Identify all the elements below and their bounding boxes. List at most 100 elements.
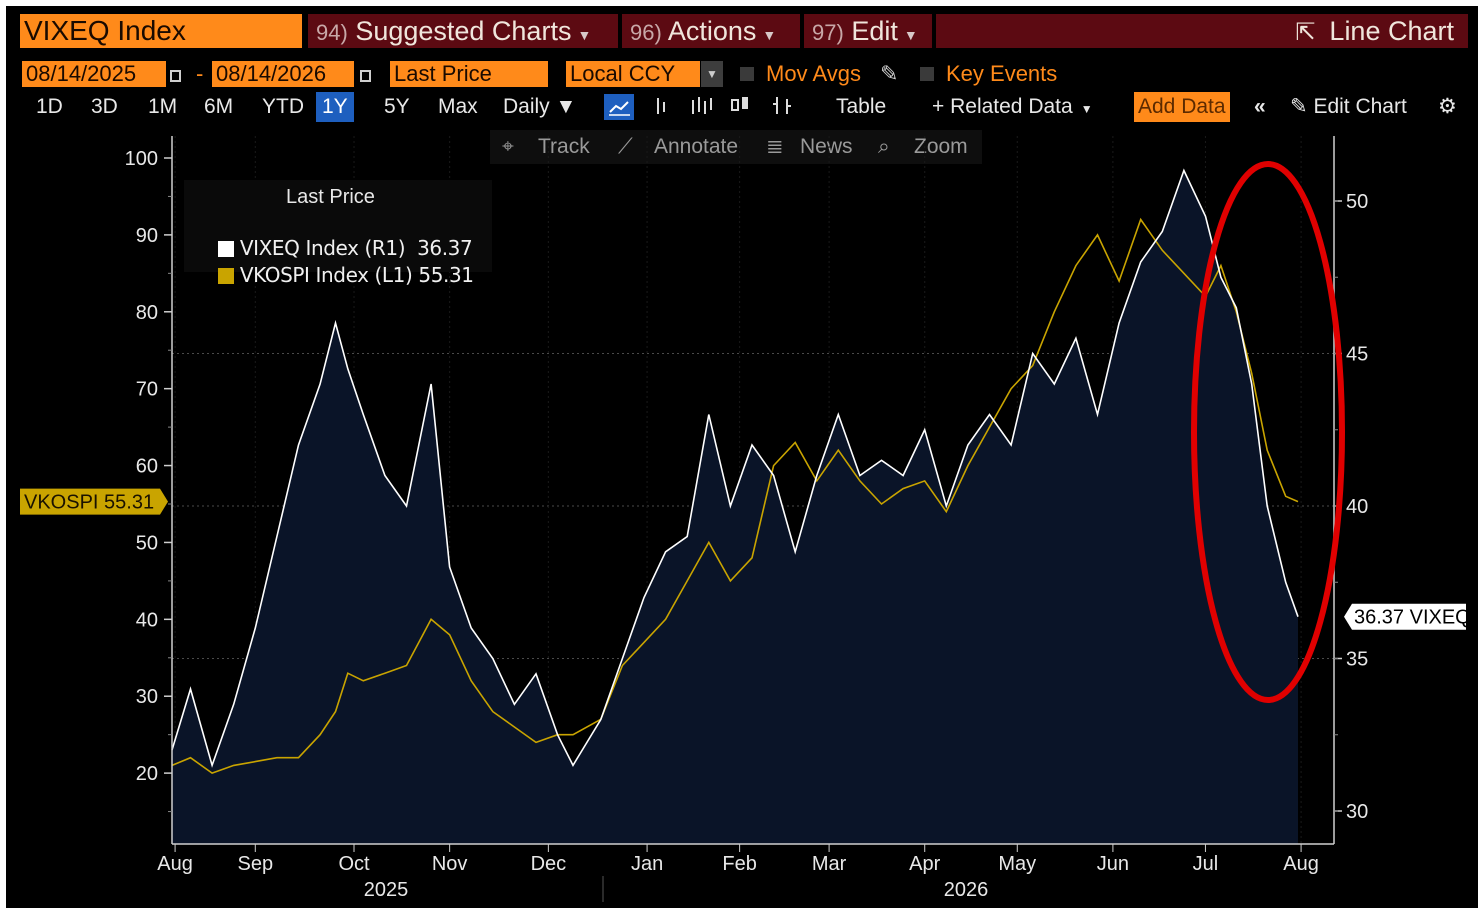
x-tick-label: Dec bbox=[531, 853, 567, 875]
chart-type-button[interactable]: ⇱ Line Chart bbox=[936, 14, 1468, 48]
x-tick-label: Oct bbox=[338, 853, 370, 875]
top-menu-bar: VIXEQ Index 94) Suggested Charts ▼ 96) Ac… bbox=[6, 14, 1478, 50]
candlestick-icon[interactable] bbox=[728, 92, 754, 122]
related-data-button[interactable]: + Related Data ▼ bbox=[932, 92, 1093, 122]
legend-last-value: 55.31 bbox=[418, 263, 474, 287]
period-1y-selected[interactable]: 1Y bbox=[316, 92, 354, 122]
currency-dropdown-icon[interactable]: ▼ bbox=[701, 61, 723, 87]
zoom-tool[interactable]: Zoom bbox=[914, 135, 968, 158]
mov-avgs-checkbox[interactable] bbox=[740, 67, 754, 81]
year-label: 2026 bbox=[944, 879, 989, 901]
menu-number: 96) bbox=[630, 20, 662, 45]
annotate-icon: ⟋ bbox=[618, 135, 633, 158]
x-tick-label: Feb bbox=[722, 853, 756, 875]
period-6m[interactable]: 6M bbox=[204, 95, 234, 118]
pencil-icon: ✎ bbox=[1290, 95, 1314, 118]
calendar-icon[interactable] bbox=[168, 67, 181, 85]
x-tick-label: Nov bbox=[432, 853, 468, 875]
right-y-axis: 30 35 40 45 50 bbox=[1334, 191, 1368, 823]
news-tool[interactable]: News bbox=[800, 135, 853, 158]
legend-swatch-vixeq bbox=[217, 241, 234, 257]
zoom-icon: ⌕ bbox=[878, 135, 890, 158]
legend-axis-tag: (R1) bbox=[364, 236, 406, 260]
period-max[interactable]: Max bbox=[438, 95, 478, 118]
actions-menu[interactable]: 96) Actions ▼ bbox=[622, 14, 800, 48]
left-y-axis: 20 30 40 50 60 70 80 90 100 bbox=[125, 148, 172, 813]
edit-chart-label: Edit Chart bbox=[1313, 95, 1407, 118]
legend-last-value: 36.37 bbox=[417, 236, 473, 260]
legend-item-vixeq[interactable]: VIXEQ Index (R1) 36.37 bbox=[194, 212, 473, 284]
x-tick-label: Mar bbox=[812, 853, 847, 875]
left-tick-label: 50 bbox=[136, 532, 158, 554]
menu-label: Actions bbox=[667, 16, 757, 46]
price-chart[interactable]: Aug Sep Oct Nov Dec Jan Feb Mar Apr May Jun Jul Aug 2… bbox=[6, 6, 1478, 908]
highlight-circle bbox=[1191, 161, 1345, 703]
currency-select[interactable]: Local CCY bbox=[566, 61, 700, 87]
key-events-label[interactable]: Key Events bbox=[946, 61, 1058, 86]
x-tick-label: May bbox=[998, 853, 1036, 875]
x-tick-label: Jan bbox=[631, 853, 663, 875]
legend-item-vkospi[interactable]: VKOSPI Index (L1) 55.31 bbox=[194, 239, 474, 311]
left-tick-label: 60 bbox=[136, 456, 158, 478]
chart-type-label: Line Chart bbox=[1329, 16, 1454, 46]
tools-background bbox=[490, 130, 982, 164]
pencil-icon[interactable]: ✎ bbox=[880, 61, 899, 86]
left-tick-label: 100 bbox=[125, 148, 158, 170]
popout-icon: ⇱ bbox=[1295, 19, 1316, 46]
gear-icon[interactable]: ⚙ bbox=[1438, 95, 1457, 118]
period-3d[interactable]: 3D bbox=[91, 95, 118, 118]
bar-chart-icon[interactable] bbox=[652, 92, 672, 122]
hlc-chart-icon[interactable] bbox=[770, 92, 796, 122]
menu-number: 97) bbox=[812, 20, 844, 45]
left-tick-label: 70 bbox=[136, 379, 158, 401]
legend-box bbox=[184, 180, 492, 272]
track-tool[interactable]: Track bbox=[538, 135, 590, 158]
right-tick-label: 40 bbox=[1346, 496, 1368, 518]
right-tick-label: 45 bbox=[1346, 344, 1368, 366]
legend-title: Last Price bbox=[286, 186, 375, 208]
collapse-icon[interactable]: « bbox=[1254, 95, 1266, 118]
ticker-field[interactable]: VIXEQ Index bbox=[20, 14, 302, 48]
value-tags: VKOSPI 55.31 36.37 VIXEQ bbox=[20, 488, 1471, 630]
start-date-input[interactable]: 08/14/2025 bbox=[22, 61, 166, 87]
mov-avgs-label[interactable]: Mov Avgs bbox=[766, 61, 861, 86]
right-tick-label: 30 bbox=[1346, 801, 1368, 823]
bloomberg-chart-window: VIXEQ Index 94) Suggested Charts ▼ 96) Ac… bbox=[6, 6, 1478, 908]
line-chart-icon[interactable] bbox=[604, 94, 634, 120]
x-tick-label: Jul bbox=[1193, 853, 1219, 875]
caret-down-icon: ▼ bbox=[762, 27, 777, 43]
key-events-checkbox[interactable] bbox=[920, 67, 934, 81]
line-chart-icon-svg bbox=[609, 101, 630, 116]
menu-label: Edit bbox=[851, 16, 898, 46]
vixeq-line bbox=[171, 168, 1299, 768]
ohlc-chart-icon[interactable] bbox=[688, 92, 714, 122]
field-select[interactable]: Last Price bbox=[390, 61, 548, 87]
add-data-button[interactable]: Add Data bbox=[1134, 92, 1230, 122]
annotate-tool[interactable]: Annotate bbox=[654, 135, 739, 158]
related-data-label: + Related Data bbox=[932, 95, 1073, 118]
frequency-select[interactable]: Daily ▼ bbox=[503, 95, 577, 118]
x-axis: Aug Sep Oct Nov Dec Jan Feb Mar Apr May Jun Jul Aug 2… bbox=[157, 844, 1319, 902]
right-value-tag: 36.37 VIXEQ bbox=[1354, 607, 1471, 629]
period-5y[interactable]: 5Y bbox=[384, 95, 410, 118]
year-label: 2025 bbox=[364, 879, 409, 901]
suggested-charts-menu[interactable]: 94) Suggested Charts ▼ bbox=[308, 14, 618, 48]
table-button[interactable]: Table bbox=[836, 95, 887, 118]
legend-swatch-vkospi bbox=[217, 268, 234, 284]
left-tick-label: 90 bbox=[136, 225, 158, 247]
axes bbox=[171, 136, 1335, 845]
edit-menu[interactable]: 97) Edit ▼ bbox=[804, 14, 932, 48]
period-1m[interactable]: 1M bbox=[148, 95, 178, 118]
calendar-icon[interactable] bbox=[358, 67, 371, 85]
edit-chart-button[interactable]: ✎ Edit Chart bbox=[1290, 92, 1407, 122]
left-tick-label: 80 bbox=[136, 302, 158, 324]
end-date-input[interactable]: 08/14/2026 bbox=[212, 61, 354, 87]
period-ytd[interactable]: YTD bbox=[262, 95, 304, 118]
left-tick-label: 30 bbox=[136, 686, 158, 708]
x-tick-label: Jun bbox=[1097, 853, 1129, 875]
settings-bar: 08/14/2025 - 08/14/2026 Last Price Local… bbox=[6, 61, 1478, 87]
caret-down-icon: ▼ bbox=[903, 27, 918, 43]
menu-label: Suggested Charts bbox=[355, 16, 572, 46]
left-value-tag: VKOSPI 55.31 bbox=[24, 492, 154, 514]
period-1d[interactable]: 1D bbox=[36, 95, 63, 118]
